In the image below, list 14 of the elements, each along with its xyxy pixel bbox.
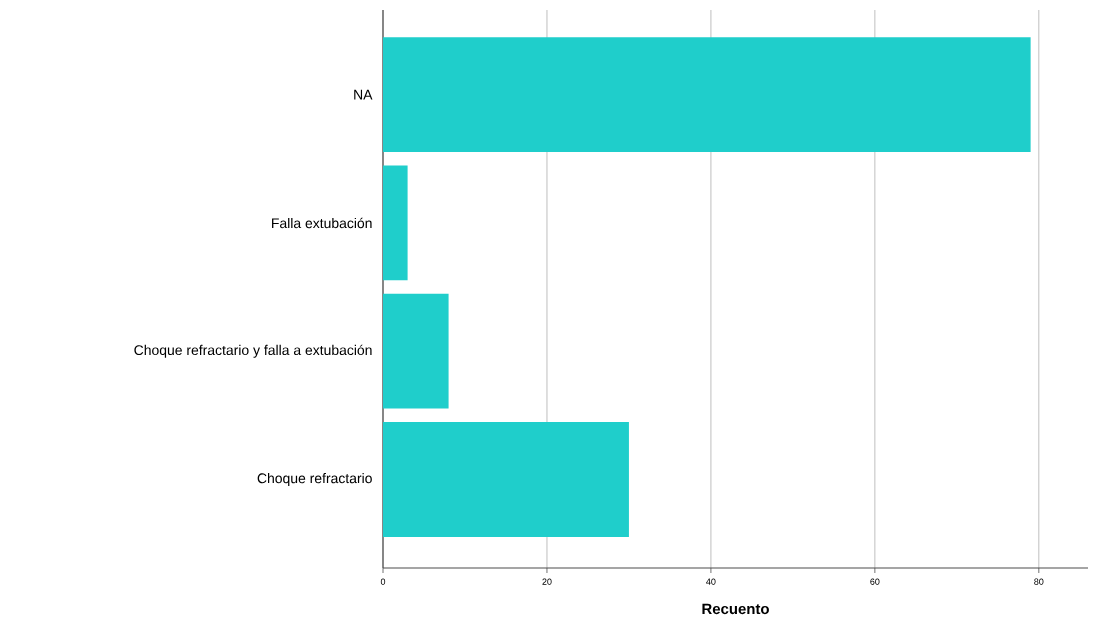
y-tick-label: NA	[354, 89, 373, 100]
bar	[383, 37, 1031, 153]
bar	[383, 165, 408, 281]
x-axis-title: Recuento	[702, 603, 769, 615]
bar	[383, 422, 629, 537]
x-tick-label: 40	[706, 578, 716, 585]
y-tick-label: Falla extubación	[272, 217, 372, 229]
x-tick-label: 0	[380, 578, 386, 585]
x-tick-label: 20	[542, 578, 552, 585]
bar	[383, 293, 449, 409]
x-tick-label: 60	[870, 578, 880, 585]
y-tick-label: Choque refractario y falla a extubación	[134, 344, 372, 358]
x-tick-label: 80	[1034, 578, 1044, 585]
y-tick-label: Choque refractario	[257, 472, 372, 486]
